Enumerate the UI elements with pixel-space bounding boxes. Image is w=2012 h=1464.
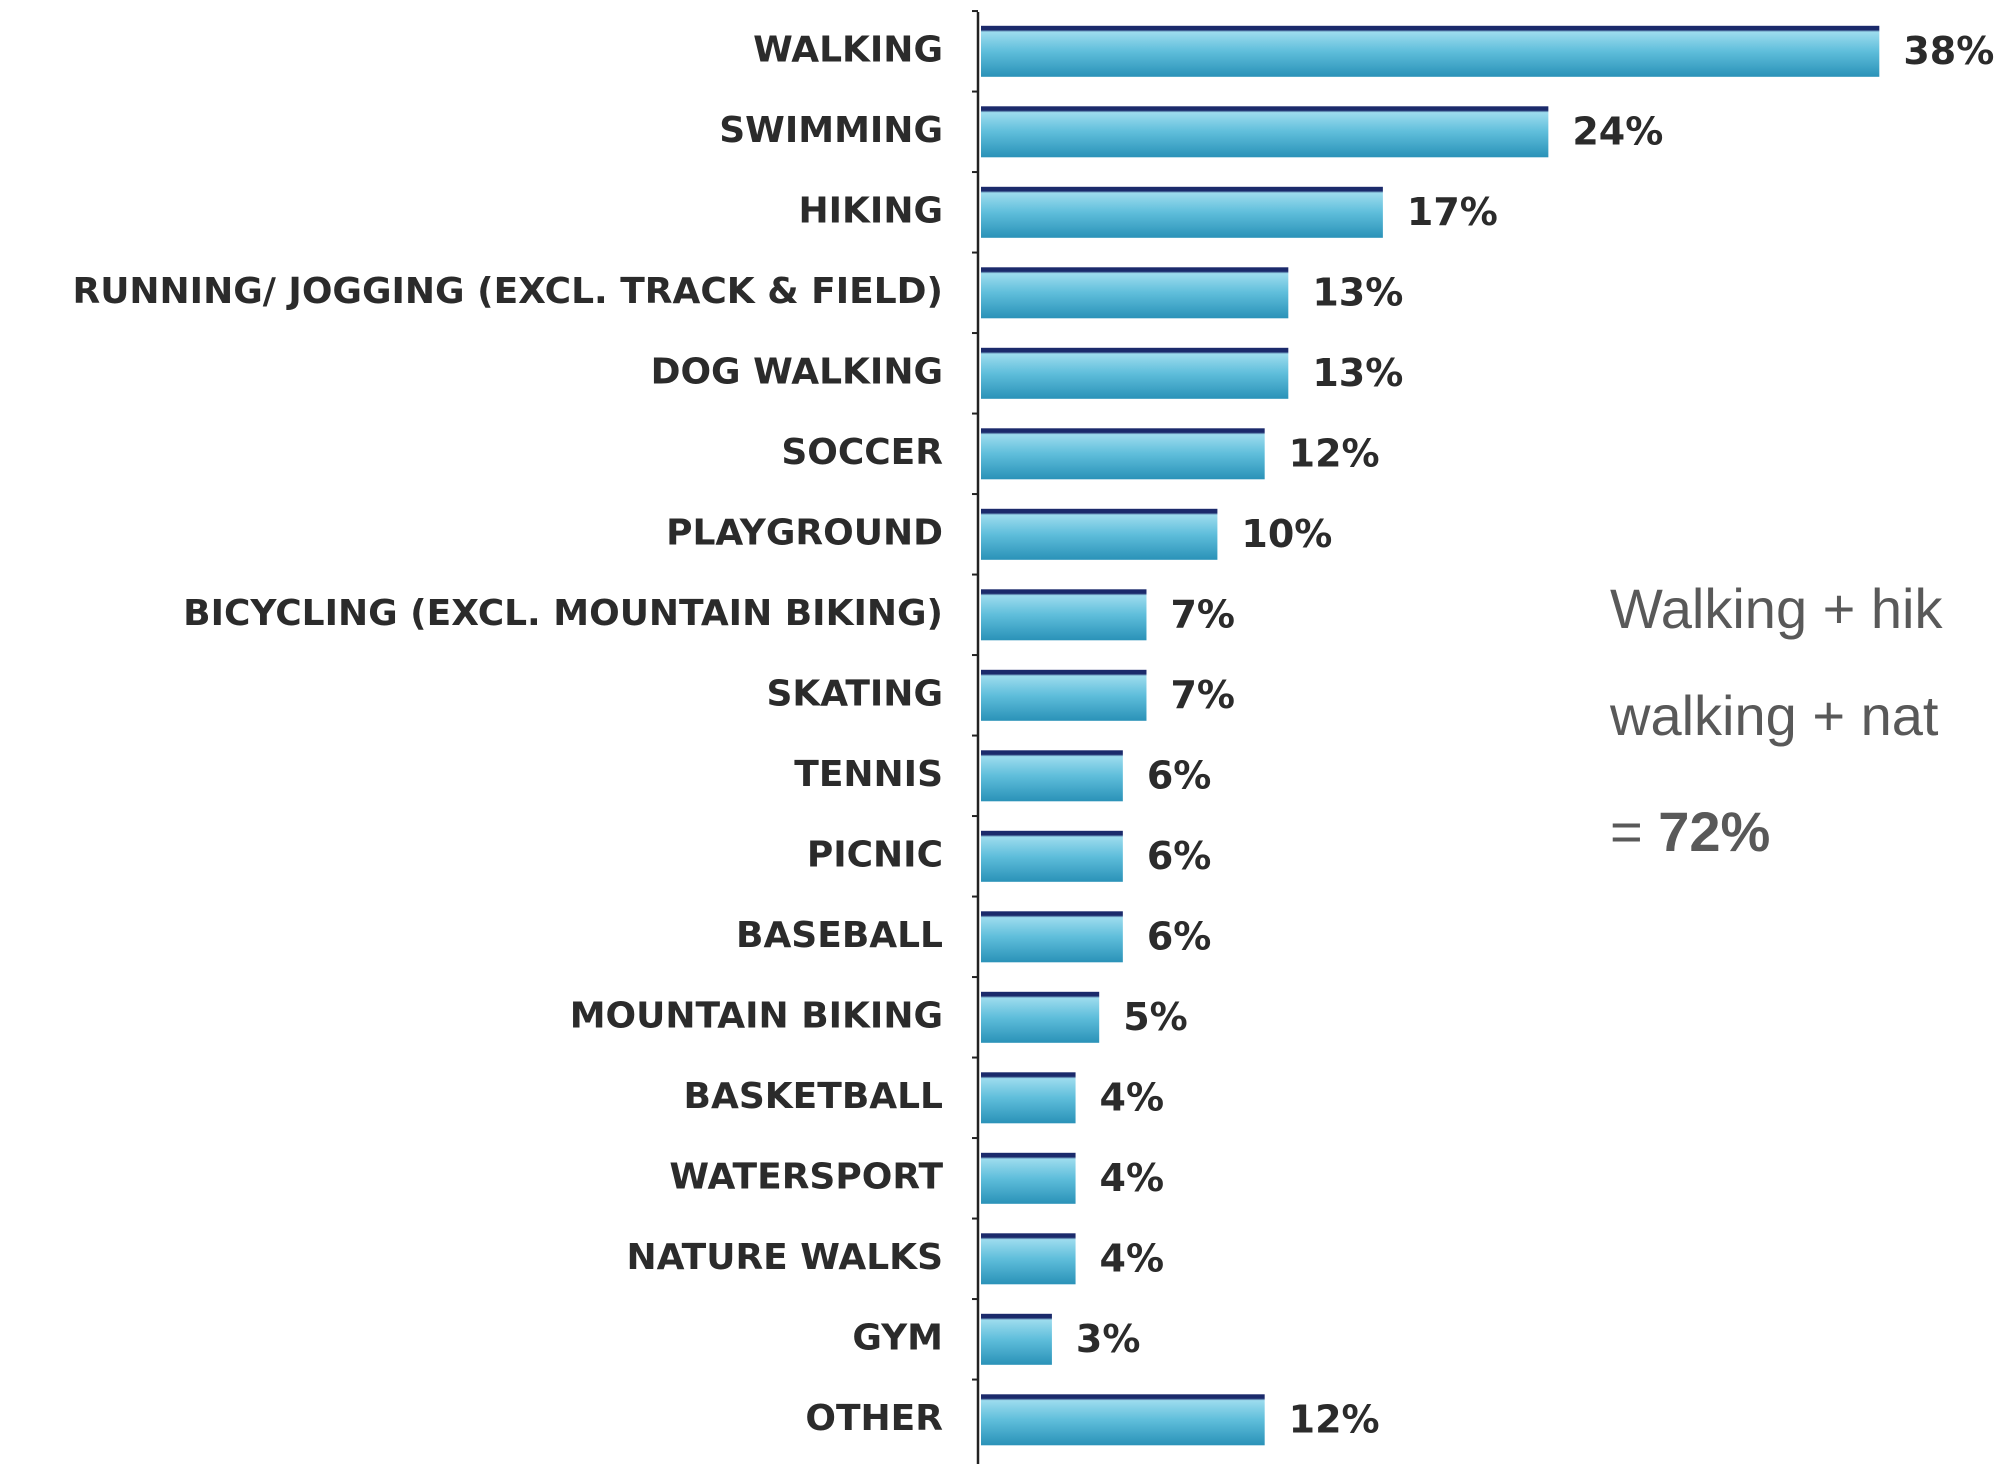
value-label: 4%: [1100, 1156, 1165, 1200]
category-label: RUNNING/ JOGGING (EXCL. TRACK & FIELD): [72, 271, 943, 312]
category-label: BASKETBALL: [684, 1076, 943, 1117]
annotation: = 72%: [1610, 800, 1770, 863]
value-label: 7%: [1170, 673, 1235, 717]
value-label: 13%: [1312, 270, 1403, 314]
bar: [981, 1233, 1076, 1285]
category-label: GYM: [852, 1317, 943, 1358]
bar: [981, 1072, 1076, 1124]
bar: [981, 669, 1147, 721]
value-label: 4%: [1100, 1236, 1165, 1280]
annotation: =: [1610, 800, 1643, 863]
bar: [981, 830, 1123, 882]
bar: [981, 25, 1880, 77]
bar: [981, 1313, 1052, 1365]
bar: [981, 428, 1265, 480]
category-label: SKATING: [766, 673, 943, 714]
bar: [981, 267, 1289, 319]
category-label: TENNIS: [794, 754, 943, 795]
value-label: 4%: [1100, 1075, 1165, 1119]
bar: [981, 911, 1123, 963]
value-label: 10%: [1241, 512, 1332, 556]
bar: [981, 589, 1147, 641]
category-label: OTHER: [805, 1398, 943, 1439]
value-label: 12%: [1289, 1397, 1380, 1441]
category-label: SOCCER: [781, 432, 943, 473]
bar: [981, 186, 1383, 238]
value-label: 6%: [1147, 914, 1212, 958]
bar: [981, 750, 1123, 802]
bar: [981, 1152, 1076, 1204]
category-label: SWIMMING: [719, 110, 943, 151]
value-label: 3%: [1076, 1317, 1141, 1361]
category-label: WATERSPORT: [669, 1156, 943, 1197]
value-label: 6%: [1147, 834, 1212, 878]
category-label: DOG WALKING: [651, 351, 943, 392]
bar: [981, 1394, 1265, 1446]
annotation: walking + nat: [1609, 684, 1939, 747]
value-label: 7%: [1170, 592, 1235, 636]
value-label: 12%: [1289, 431, 1380, 475]
category-label: MOUNTAIN BIKING: [570, 995, 943, 1036]
value-label: 38%: [1903, 29, 1994, 73]
value-label: 17%: [1407, 190, 1498, 234]
category-label: NATURE WALKS: [626, 1237, 943, 1278]
value-label: 6%: [1147, 753, 1212, 797]
value-label: 5%: [1123, 995, 1188, 1039]
category-label: BASEBALL: [736, 915, 943, 956]
value-label: 13%: [1312, 351, 1403, 395]
bar: [981, 347, 1289, 399]
category-label: PICNIC: [807, 834, 943, 875]
bar: [981, 991, 1100, 1043]
bar: [981, 106, 1549, 158]
value-label: 24%: [1572, 109, 1663, 153]
category-label: HIKING: [799, 190, 944, 231]
category-label: BICYCLING (EXCL. MOUNTAIN BIKING): [183, 593, 943, 634]
annotation: Walking + hik: [1610, 577, 1944, 640]
annotation-total: 72%: [1658, 800, 1770, 863]
bar: [981, 508, 1218, 560]
category-label: WALKING: [753, 29, 943, 70]
category-label: PLAYGROUND: [666, 512, 943, 553]
